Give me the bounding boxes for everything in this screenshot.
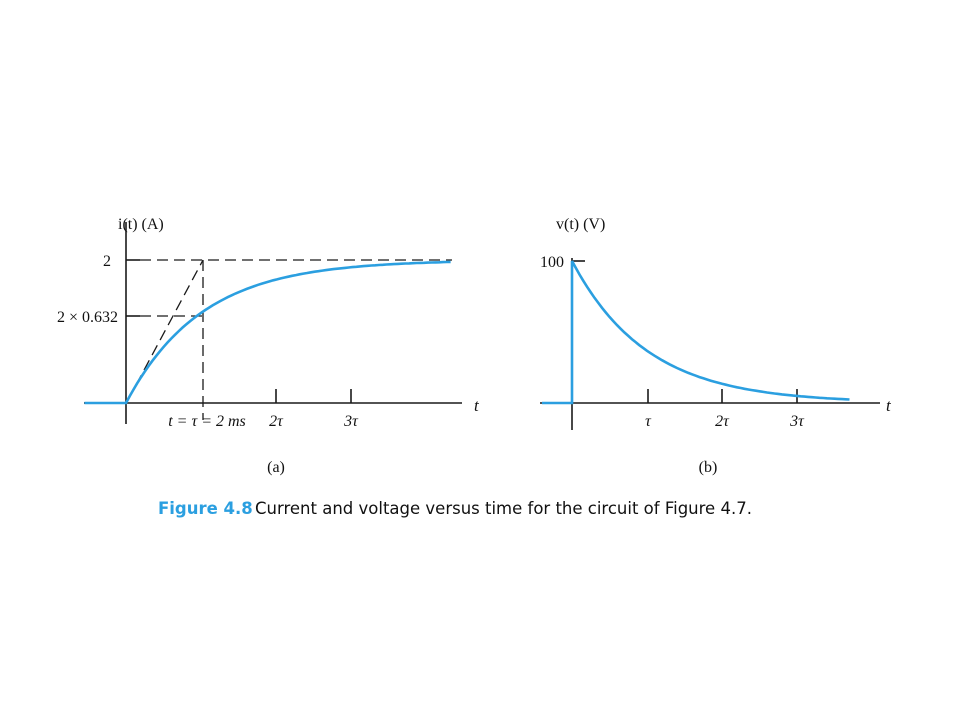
panel-a-xtick-label-2tau: 2τ xyxy=(269,413,284,430)
panel-a: i(t) (A) 2 2 × 0.632 t = τ = 2 ms 2τ 3τ … xyxy=(57,216,480,476)
panel-a-label: (a) xyxy=(267,459,285,476)
panel-a-ylabel: i(t) (A) xyxy=(118,216,164,233)
figure-caption: Figure 4.8 Current and voltage versus ti… xyxy=(158,499,752,518)
panel-b-voltage-curve xyxy=(542,260,850,405)
panel-a-xtick-label-tau: t = τ = 2 ms xyxy=(168,413,246,430)
panel-b-xtick-label-3tau: 3τ xyxy=(789,413,805,430)
panel-b-xtick-label-2tau: 2τ xyxy=(715,413,730,430)
panel-a-ytick-label-2: 2 xyxy=(103,253,111,270)
panel-b-xtick-label-tau: τ xyxy=(645,413,652,430)
panel-b-ytick-label-100: 100 xyxy=(540,254,564,271)
figure-caption-text: Current and voltage versus time for the … xyxy=(255,499,752,518)
panel-a-xtick-label-3tau: 3τ xyxy=(343,413,359,430)
panel-a-ytick-label-0632: 2 × 0.632 xyxy=(57,309,118,326)
panel-a-current-curve xyxy=(84,260,451,405)
figure-number: Figure 4.8 xyxy=(158,499,253,518)
panel-a-xlabel: t xyxy=(474,396,480,415)
panel-b-label: (b) xyxy=(699,459,718,476)
panel-b-ylabel: v(t) (V) xyxy=(556,216,605,233)
panel-b-xlabel: t xyxy=(886,396,892,415)
panel-b: v(t) (V) 100 τ 2τ 3τ t (b) xyxy=(540,216,892,476)
